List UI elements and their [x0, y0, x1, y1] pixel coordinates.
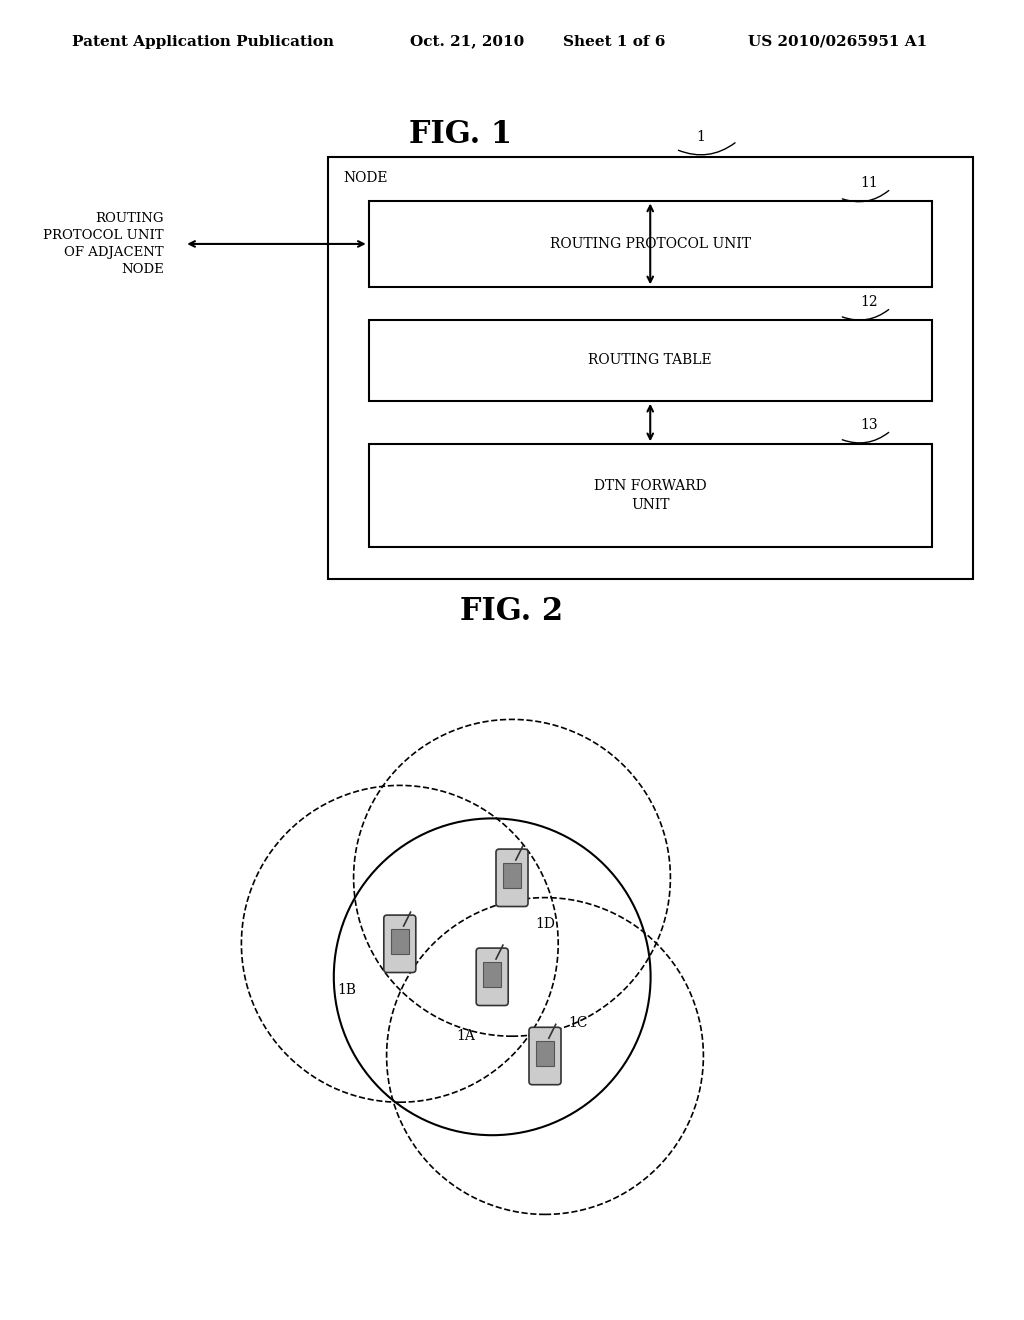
FancyBboxPatch shape	[384, 915, 416, 973]
Text: Patent Application Publication: Patent Application Publication	[72, 34, 334, 49]
Text: 11: 11	[860, 176, 878, 190]
Text: 13: 13	[860, 418, 878, 432]
Text: US 2010/0265951 A1: US 2010/0265951 A1	[748, 34, 927, 49]
FancyBboxPatch shape	[537, 1040, 554, 1067]
FancyBboxPatch shape	[483, 961, 501, 987]
FancyBboxPatch shape	[328, 157, 973, 579]
FancyBboxPatch shape	[503, 862, 521, 888]
FancyBboxPatch shape	[529, 1027, 561, 1085]
Text: ROUTING
PROTOCOL UNIT
OF ADJACENT
NODE: ROUTING PROTOCOL UNIT OF ADJACENT NODE	[43, 213, 164, 276]
Text: Oct. 21, 2010: Oct. 21, 2010	[410, 34, 524, 49]
Text: 1A: 1A	[457, 1030, 475, 1043]
FancyBboxPatch shape	[369, 201, 932, 288]
Text: ROUTING TABLE: ROUTING TABLE	[589, 354, 712, 367]
FancyBboxPatch shape	[391, 928, 409, 954]
FancyBboxPatch shape	[496, 849, 528, 907]
Text: ROUTING PROTOCOL UNIT: ROUTING PROTOCOL UNIT	[550, 236, 751, 251]
Text: 1D: 1D	[536, 917, 555, 931]
Text: 12: 12	[860, 294, 878, 309]
Text: FIG. 1: FIG. 1	[410, 120, 512, 150]
FancyBboxPatch shape	[369, 444, 932, 546]
Text: 1B: 1B	[338, 983, 356, 997]
Text: FIG. 2: FIG. 2	[461, 597, 563, 627]
Text: 1: 1	[696, 129, 706, 144]
Text: NODE: NODE	[343, 170, 387, 185]
FancyBboxPatch shape	[476, 948, 508, 1006]
FancyBboxPatch shape	[369, 319, 932, 401]
Text: 1C: 1C	[568, 1016, 588, 1030]
Text: DTN FORWARD
UNIT: DTN FORWARD UNIT	[594, 479, 707, 512]
Text: Sheet 1 of 6: Sheet 1 of 6	[563, 34, 666, 49]
